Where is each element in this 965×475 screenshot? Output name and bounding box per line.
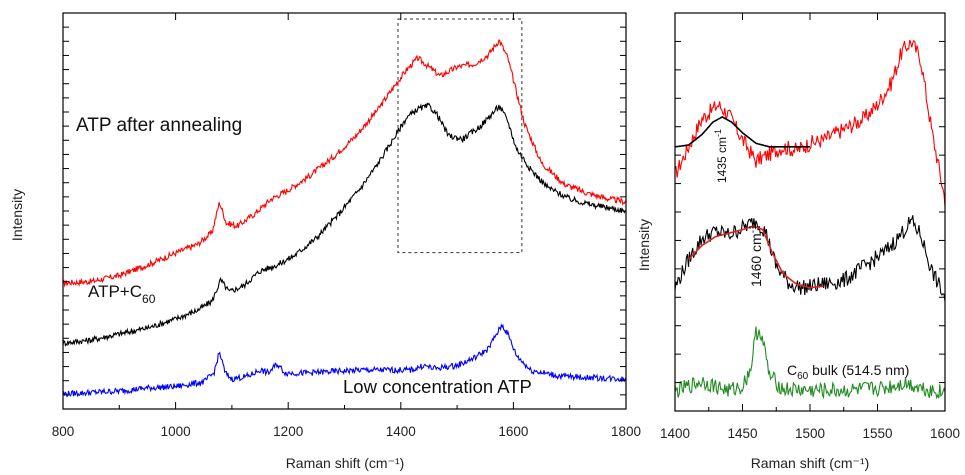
right-ylabel: Intensity <box>636 219 652 271</box>
right-x-ticks: 1400 1450 1500 1550 1600 <box>660 13 960 441</box>
series-line-low-concentration-atp <box>62 323 627 398</box>
x-tick-label: 1600 <box>930 426 960 441</box>
x-tick-label: 1550 <box>862 426 892 441</box>
left-x-ticks: 800 1000 1200 1400 1600 1800 <box>52 13 641 439</box>
label-low-concentration-atp: Low concentration ATP <box>343 376 532 397</box>
label-1435-sup: -1 <box>713 129 723 137</box>
series-line-atp-after-annealing-zoom- <box>674 39 946 207</box>
label-c60-bulk-sub: 60 <box>797 371 809 382</box>
x-tick-label: 1800 <box>611 424 641 439</box>
label-atp-after-annealing: ATP after annealing <box>76 115 242 136</box>
series-line-c60-bulk-514-5-nm- <box>674 326 946 400</box>
x-tick-label: 1600 <box>498 424 528 439</box>
label-1460-main: 1460 cm <box>748 233 764 287</box>
x-tick-label: 1400 <box>386 424 416 439</box>
label-c60-bulk-rest: bulk (514.5 nm) <box>808 362 909 378</box>
series-line-fit-1435 <box>675 115 810 148</box>
series-line-fit-1460 <box>687 225 824 289</box>
label-atp-c60-main: ATP+C <box>88 282 142 301</box>
label-atp-c60: ATP+C60 <box>88 282 156 306</box>
series-line-atp-c60 <box>62 102 627 347</box>
left-xlabel: Raman shift (cm⁻¹) <box>286 455 405 471</box>
x-tick-label: 1200 <box>273 424 303 439</box>
x-tick-label: 1400 <box>660 426 690 441</box>
label-1435-main: 1435 cm <box>715 137 729 183</box>
left-frame <box>62 12 627 410</box>
right-xlabel: Raman shift (cm⁻¹) <box>751 455 870 471</box>
series-line-atp-after-annealing <box>62 39 627 288</box>
right-plot-area <box>674 39 946 400</box>
right-frame <box>674 12 946 412</box>
highlight-box <box>397 18 523 254</box>
x-tick-label: 1500 <box>795 426 825 441</box>
x-tick-label: 800 <box>52 424 75 439</box>
label-atp-c60-sub: 60 <box>142 292 156 306</box>
left-plot-area <box>62 18 627 398</box>
label-c60-bulk: C60 bulk (514.5 nm) <box>787 362 909 382</box>
left-ylabel: Intensity <box>9 189 25 241</box>
right-panel: Intensity 1400 1450 1500 1550 1600 Raman shi… <box>636 12 960 471</box>
label-1460-sup: -1 <box>748 224 759 233</box>
x-tick-label: 1000 <box>161 424 191 439</box>
label-1435: 1435 cm-1 <box>713 129 729 183</box>
label-1460: 1460 cm-1 <box>748 224 764 287</box>
x-tick-label: 1450 <box>727 426 757 441</box>
label-c60-bulk-c: C <box>787 362 797 378</box>
left-panel: Intensity 800 1000 1200 1400 1600 1800 Raman … <box>9 12 641 471</box>
